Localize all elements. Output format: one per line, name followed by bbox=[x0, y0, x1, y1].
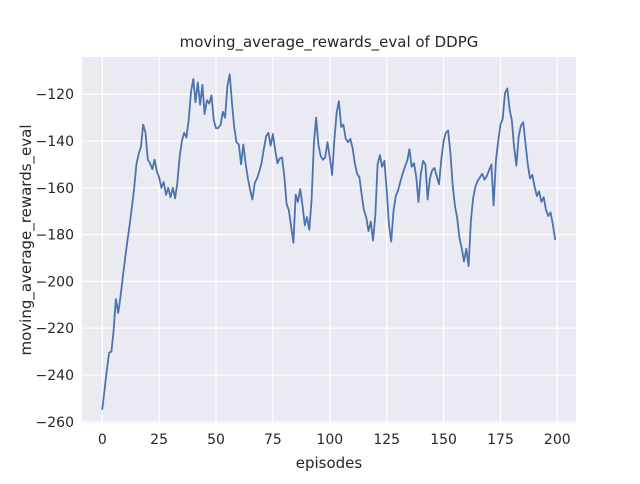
y-tick-label: −160 bbox=[36, 181, 74, 197]
x-axis-label: episodes bbox=[296, 454, 363, 472]
y-tick-label: −180 bbox=[36, 228, 74, 244]
x-tick-labels: 0 25 50 75 100 125 150 175 200 bbox=[98, 432, 571, 448]
chart-title: moving_average_rewards_eval of DDPG bbox=[180, 33, 479, 52]
y-axis-label: moving_average_rewards_eval bbox=[17, 125, 36, 356]
plot-area bbox=[82, 57, 576, 423]
y-tick-label: −220 bbox=[36, 321, 74, 337]
y-tick-label: −240 bbox=[36, 368, 74, 384]
x-tick-label: 150 bbox=[430, 432, 457, 448]
x-tick-label: 0 bbox=[98, 432, 107, 448]
y-tick-label: −140 bbox=[36, 134, 74, 150]
reward-line bbox=[101, 73, 556, 410]
y-tick-label: −200 bbox=[36, 274, 74, 290]
x-tick-label: 75 bbox=[264, 432, 282, 448]
x-tick-label: 100 bbox=[316, 432, 343, 448]
x-tick-label: 175 bbox=[487, 432, 514, 448]
x-tick-label: 50 bbox=[207, 432, 225, 448]
x-tick-label: 200 bbox=[544, 432, 571, 448]
x-tick-label: 25 bbox=[150, 432, 168, 448]
y-tick-label: −120 bbox=[36, 87, 74, 103]
y-tick-label: −260 bbox=[36, 415, 74, 431]
y-tick-labels: −120 −140 −160 −180 −200 −220 −240 −260 bbox=[36, 87, 74, 431]
x-tick-label: 125 bbox=[373, 432, 400, 448]
